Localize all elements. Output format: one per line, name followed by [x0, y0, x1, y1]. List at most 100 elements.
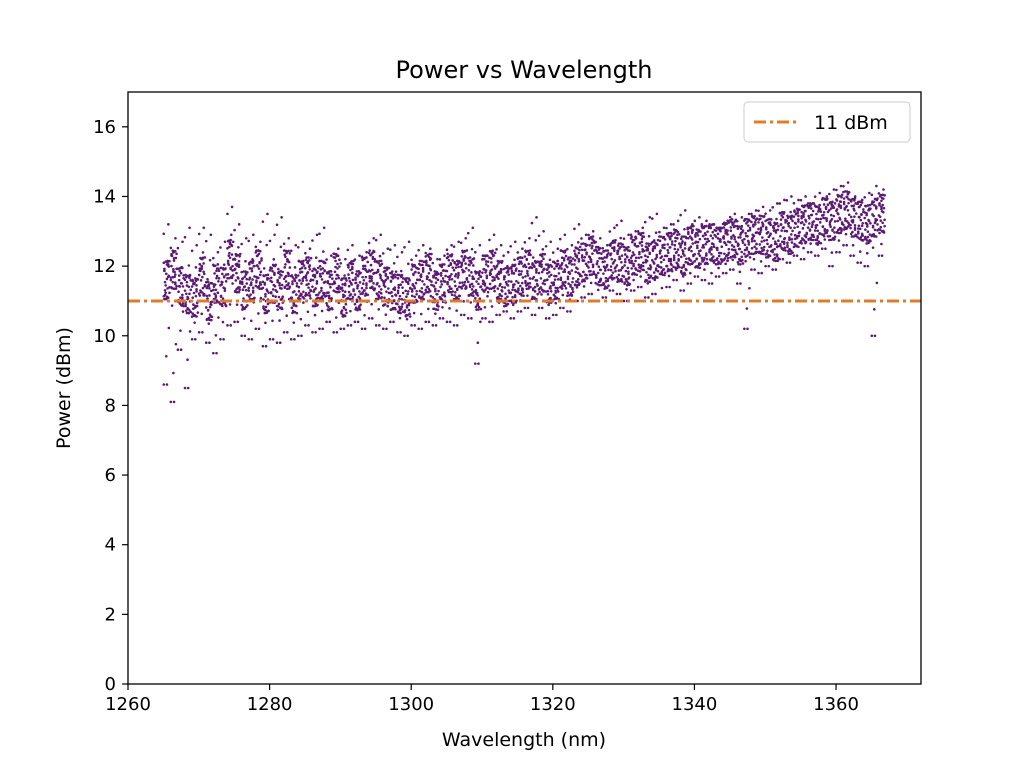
data-point — [662, 235, 666, 239]
data-point — [651, 259, 654, 262]
data-point — [435, 303, 439, 306]
data-point — [379, 296, 382, 300]
data-point — [354, 281, 357, 285]
data-point — [608, 230, 612, 233]
data-point-max — [506, 250, 510, 254]
data-point — [870, 193, 874, 197]
data-point — [511, 295, 514, 299]
data-point — [347, 284, 351, 288]
data-point — [279, 245, 283, 249]
data-point — [464, 286, 467, 290]
data-point — [477, 305, 481, 309]
data-point — [789, 210, 792, 214]
data-point-max — [521, 247, 524, 251]
data-point — [738, 270, 742, 274]
data-point — [788, 236, 791, 239]
data-point — [793, 242, 796, 246]
data-point — [725, 222, 729, 225]
data-point — [496, 259, 500, 263]
data-point — [486, 264, 490, 268]
data-point — [194, 279, 198, 283]
data-point — [454, 284, 457, 288]
data-point — [854, 212, 858, 215]
data-point — [354, 276, 357, 280]
data-point — [687, 248, 691, 252]
data-point — [785, 229, 789, 233]
data-point — [414, 270, 417, 274]
data-point — [610, 274, 614, 277]
data-point — [615, 292, 619, 296]
data-point — [670, 269, 674, 273]
data-point — [573, 263, 576, 266]
data-point-min — [873, 334, 877, 338]
data-point — [429, 294, 433, 298]
data-point — [283, 253, 287, 257]
data-point-min — [229, 324, 232, 327]
data-point — [575, 254, 579, 257]
data-point — [228, 303, 232, 306]
data-point-max — [266, 212, 269, 216]
data-point — [291, 290, 295, 294]
data-point — [714, 275, 718, 278]
data-point — [259, 296, 263, 300]
data-point — [392, 261, 396, 265]
data-point — [331, 277, 334, 280]
data-point — [505, 271, 509, 274]
data-point — [589, 235, 593, 239]
data-point — [840, 227, 843, 231]
data-point — [183, 386, 187, 390]
data-point — [670, 243, 674, 246]
data-point — [262, 306, 265, 310]
data-point — [308, 264, 312, 267]
data-point — [566, 277, 570, 281]
data-point — [871, 224, 875, 228]
data-point — [405, 295, 408, 299]
x-tick-label: 1300 — [388, 694, 434, 715]
data-point — [627, 276, 631, 279]
data-point — [428, 252, 431, 256]
data-point — [837, 212, 840, 216]
data-point — [530, 313, 534, 317]
data-point — [550, 281, 554, 285]
data-point — [539, 253, 543, 256]
data-point — [816, 229, 819, 233]
data-point-min — [746, 327, 749, 331]
data-point — [268, 239, 272, 243]
data-point — [729, 229, 733, 233]
data-point — [171, 280, 175, 284]
data-point — [224, 280, 228, 283]
data-point — [835, 209, 838, 213]
data-point — [174, 273, 177, 276]
data-point-min — [271, 337, 275, 341]
data-point-max — [195, 243, 198, 247]
data-point — [687, 262, 690, 266]
data-point-min — [696, 275, 700, 278]
data-point — [874, 198, 877, 201]
data-point — [520, 288, 524, 292]
data-point-max — [754, 209, 758, 212]
data-point-max — [344, 257, 347, 261]
data-point — [417, 296, 421, 299]
data-point — [466, 231, 470, 235]
data-point — [193, 321, 196, 324]
data-point — [405, 306, 409, 309]
data-point-min — [370, 317, 374, 320]
data-point — [857, 224, 861, 228]
data-point-max — [620, 219, 623, 223]
data-point — [174, 287, 178, 290]
data-point — [819, 210, 823, 213]
data-point — [342, 313, 345, 317]
data-point — [217, 279, 220, 283]
data-point — [490, 287, 493, 291]
data-point — [475, 308, 478, 311]
data-point — [537, 306, 541, 310]
data-point — [472, 285, 475, 288]
data-point — [520, 294, 523, 297]
data-point — [813, 195, 817, 198]
data-point — [517, 269, 521, 273]
data-point — [775, 222, 779, 225]
data-point — [298, 271, 302, 274]
data-point — [502, 275, 506, 278]
data-point — [847, 197, 850, 201]
data-point — [619, 236, 623, 240]
